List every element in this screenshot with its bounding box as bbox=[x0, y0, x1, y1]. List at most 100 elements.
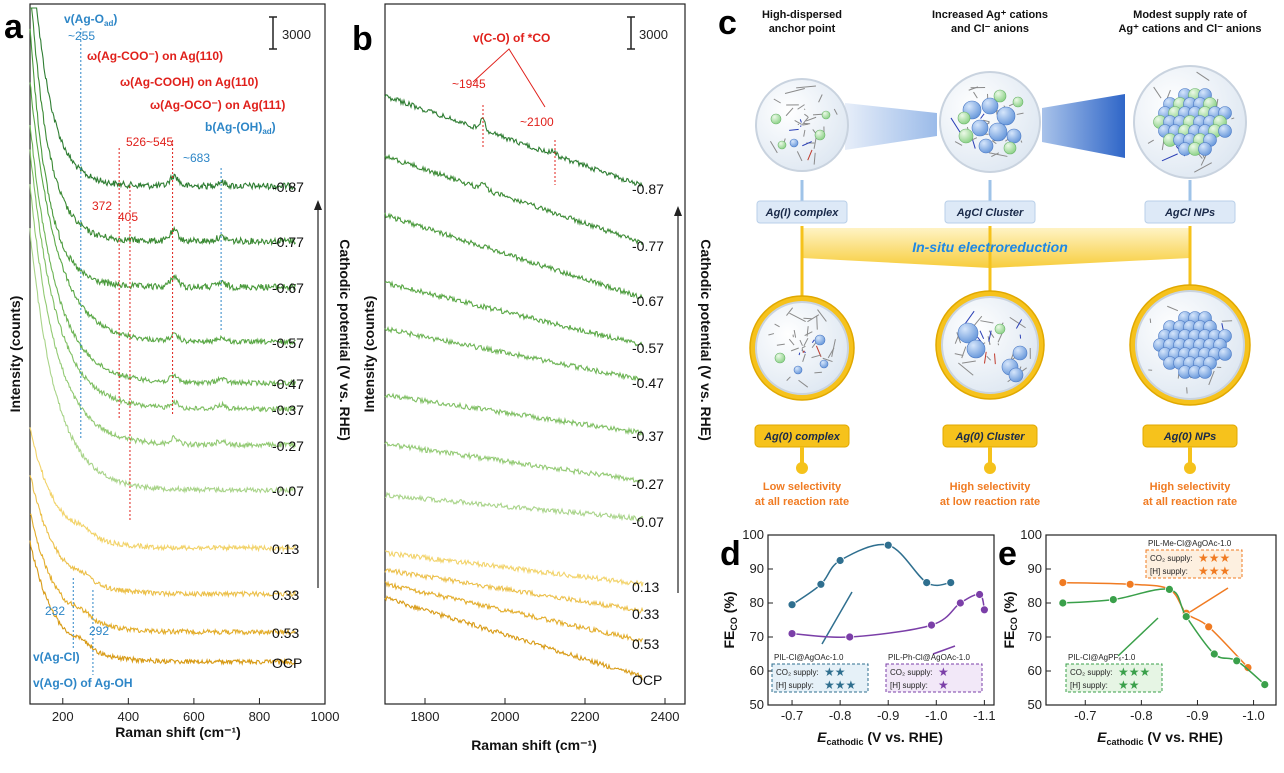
x-tick-label: -0.9 bbox=[1186, 708, 1208, 723]
sphere-mesh-line bbox=[1147, 139, 1154, 144]
potential-label-a: 0.53 bbox=[272, 625, 299, 641]
data-point bbox=[1058, 598, 1068, 608]
data-point bbox=[1204, 622, 1214, 632]
ag-atom bbox=[1198, 142, 1212, 156]
series-line bbox=[791, 543, 951, 606]
sphere-body bbox=[755, 301, 849, 395]
potential-arrowhead-b bbox=[674, 206, 682, 216]
legend-h-label: [H] supply: bbox=[1070, 681, 1108, 690]
data-point bbox=[1232, 656, 1242, 666]
sphere-ag0-complex bbox=[749, 295, 855, 401]
sphere-mesh-line bbox=[796, 151, 803, 162]
ag-atom bbox=[1008, 367, 1024, 383]
band-1 bbox=[845, 103, 937, 150]
y-tick-label: 90 bbox=[750, 561, 764, 576]
y-tick-label: 70 bbox=[750, 629, 764, 644]
sphere-mesh-line bbox=[785, 107, 794, 117]
sphere-mesh-line bbox=[801, 348, 804, 353]
sphere-body bbox=[939, 71, 1041, 173]
y-axis-label-a: Intensity (counts) bbox=[7, 296, 23, 413]
potential-labels-a: -0.87 -0.77 -0.67 -0.57 -0.47 -0.37 -0.27 -0.07… bbox=[272, 179, 304, 671]
data-point bbox=[835, 556, 845, 565]
x-tick-label: -0.8 bbox=[1130, 708, 1152, 723]
schematic-header: Modest supply rate of bbox=[1133, 9, 1247, 21]
spectrum-a-0.33 bbox=[29, 475, 297, 599]
sphere-mesh-line bbox=[802, 353, 806, 362]
ag-atom bbox=[1006, 128, 1022, 144]
sphere-mesh-line bbox=[818, 94, 823, 103]
sphere-mesh-line bbox=[814, 371, 822, 374]
selectivity-note: High selectivity bbox=[950, 481, 1032, 493]
annot-co-bracket bbox=[472, 48, 546, 108]
annot-2100: ~2100 bbox=[520, 115, 554, 129]
sphere-mesh-line bbox=[980, 320, 994, 324]
annot-526: 526~545 bbox=[126, 135, 173, 149]
sphere-mesh-line bbox=[803, 337, 809, 347]
annot-agoh: b(Ag-(OH)ad) bbox=[205, 120, 276, 136]
legend-h-stars: ★ bbox=[938, 678, 949, 692]
x-tick-label-b: 1800 bbox=[411, 709, 440, 724]
ag-atom bbox=[789, 138, 799, 148]
bottom-dot bbox=[1184, 462, 1196, 474]
sphere-mesh-line bbox=[797, 104, 805, 110]
y-tick-label: 60 bbox=[750, 663, 764, 678]
potential-label-b: 0.53 bbox=[632, 636, 659, 652]
top-label-box bbox=[944, 200, 1036, 224]
x-axis-label-e: Ecathodic (V vs. RHE) bbox=[1097, 729, 1223, 747]
legend-co2-label: CO₂ supply: bbox=[776, 668, 819, 677]
bottom-label: Ag(0) NPs bbox=[1163, 431, 1217, 443]
peak-lines-a bbox=[72, 28, 222, 675]
spectrum-a-0.53 bbox=[29, 513, 296, 637]
sphere-mesh-line bbox=[802, 116, 809, 125]
data-point bbox=[787, 600, 797, 610]
data-point bbox=[816, 579, 826, 589]
sphere-mesh-line bbox=[802, 141, 812, 147]
sphere-mesh-line bbox=[793, 329, 797, 338]
sphere-mesh-line bbox=[954, 141, 963, 146]
sphere-mesh-line bbox=[962, 360, 976, 364]
spectrum-b--0.87 bbox=[384, 94, 644, 188]
legend-arrow bbox=[1189, 587, 1229, 613]
series-line bbox=[791, 593, 986, 639]
annot-oco: ω(Ag-OCO⁻) on Ag(111) bbox=[150, 98, 285, 112]
plot-frame-d bbox=[767, 534, 995, 706]
cl-ion bbox=[1012, 96, 1024, 108]
top-label: Ag(I) complex bbox=[765, 207, 840, 219]
sphere-mesh-line bbox=[1009, 316, 1026, 329]
legend-co2-label: CO₂ supply: bbox=[1150, 554, 1193, 563]
scale-bar-a-label: 3000 bbox=[282, 27, 311, 42]
spectrum-b--0.77 bbox=[384, 153, 644, 246]
y-tick-label: 100 bbox=[742, 527, 764, 542]
cl-ion bbox=[770, 113, 782, 125]
bottom-labels: Ag(0) complex Ag(0) Cluster Ag(0) NPs bbox=[754, 424, 1238, 474]
sphere-ag0-cluster bbox=[935, 290, 1045, 400]
sphere-mesh-line bbox=[786, 307, 794, 316]
panel-label-b: b bbox=[352, 20, 373, 58]
y-tick-label: 80 bbox=[1028, 595, 1042, 610]
annot-683: ~683 bbox=[183, 151, 210, 165]
sphere-mesh-line bbox=[774, 323, 780, 328]
bottom-label: Ag(0) complex bbox=[763, 431, 841, 443]
panel-c: c High-dispersed anchor point Increased Ag… bbox=[718, 4, 1262, 508]
potential-arrowhead-a bbox=[314, 200, 322, 210]
x-tick-label: -1.0 bbox=[1242, 708, 1264, 723]
sphere-mesh-line bbox=[789, 128, 799, 131]
spectrum-a--0.07 bbox=[29, 228, 296, 494]
ag-atom bbox=[1218, 124, 1232, 138]
data-point bbox=[1243, 663, 1253, 672]
sphere-mesh-line bbox=[816, 315, 818, 330]
sphere-mesh-line bbox=[776, 343, 785, 346]
potential-label-a: -0.67 bbox=[272, 280, 304, 296]
cl-ion bbox=[777, 140, 787, 150]
annot-372: 372 bbox=[92, 199, 112, 213]
potential-label-b: OCP bbox=[632, 672, 662, 688]
cl-ion bbox=[958, 128, 974, 144]
legend-co2-label: CO₂ supply: bbox=[1070, 668, 1113, 677]
ag-atom bbox=[988, 122, 1008, 142]
annot-1945: ~1945 bbox=[452, 77, 486, 91]
legend-co2-stars: ★ bbox=[938, 665, 949, 679]
potential-label-b: 0.33 bbox=[632, 606, 659, 622]
sphere-mesh-line bbox=[1020, 140, 1023, 143]
spectrum-a--0.67 bbox=[29, 28, 297, 292]
bottom-dot bbox=[984, 462, 996, 474]
